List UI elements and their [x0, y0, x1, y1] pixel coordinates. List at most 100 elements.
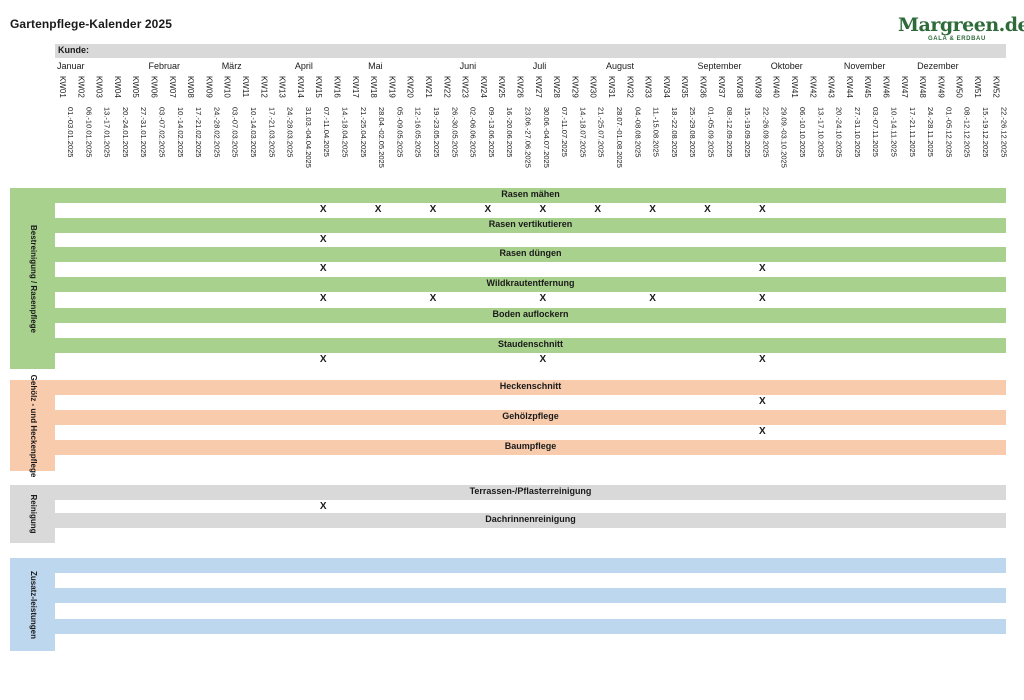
logo-wordmark: Margreen.de	[898, 14, 1024, 36]
week-number: KW19	[387, 76, 397, 98]
task-header-row: Gehölzpflege	[55, 410, 1006, 425]
week-column-header: KW33 11.-15.08.2025	[644, 76, 662, 186]
section-title: Reinigung	[28, 494, 38, 534]
week-column-header: KW35 25.-29.08.2025	[680, 76, 698, 186]
week-date-range: 10.-14.02.2025	[175, 107, 185, 158]
schedule-mark: X	[759, 204, 766, 215]
logo-tagline: GALA & ERDBAU	[928, 36, 986, 42]
brand-logo: Margreen.de GALA & ERDBAU	[898, 14, 1024, 46]
schedule-mark: X	[539, 204, 547, 215]
week-column-header: KW20 12.-16.05.2025	[406, 76, 424, 186]
schedule-mark: X	[539, 354, 547, 365]
week-date-range: 04.-08.08.2025	[633, 107, 643, 158]
week-number: KW23	[460, 76, 470, 98]
week-date-range: 24.-28.02.2025	[212, 107, 222, 158]
week-date-range: 28.07.-01.08.2025	[615, 107, 624, 168]
week-column-header: KW12 17.-21.03.2025	[259, 76, 277, 186]
week-date-range: 27.-31.10.2025	[852, 107, 862, 158]
week-column-header: KW09 24.-28.02.2025	[204, 76, 222, 186]
week-column-header: KW28 07.-11.07.2025	[552, 76, 570, 186]
week-column-header: KW44 27.-31.10.2025	[845, 76, 863, 186]
week-number: KW37	[716, 76, 726, 98]
week-column-header: KW04 20.-24.01.2025	[113, 76, 131, 186]
task-name: Heckenschnitt	[499, 381, 562, 391]
task-name: Gehölzpflege	[502, 411, 559, 421]
week-number: KW20	[405, 76, 415, 98]
week-column-header: KW48 24.-28.11.2025	[918, 76, 936, 186]
week-number: KW12	[259, 76, 269, 98]
week-date-range: 08.-12.09.2025	[724, 107, 734, 158]
task-name: Wildkrautentfernung	[486, 278, 575, 288]
week-number: KW01	[58, 76, 67, 98]
schedule-mark: X	[429, 204, 437, 215]
week-number: KW10	[222, 76, 232, 98]
week-number: KW07	[167, 76, 177, 98]
week-number: KW22	[442, 76, 452, 98]
month-label: November	[843, 61, 886, 71]
week-number: KW30	[588, 76, 598, 98]
week-column-header: KW11 10.-14.03.2025	[241, 76, 259, 186]
week-column-header: KW47 17.-21.11.2025	[900, 76, 918, 186]
week-date-range: 11.-15.08.2025	[651, 107, 661, 157]
week-column-header: KW36 01.-05.09.2025	[699, 76, 717, 186]
week-number: KW43	[826, 76, 836, 98]
week-number: KW18	[369, 76, 379, 98]
week-date-range: 14.-18.07.2025	[578, 107, 588, 158]
schedule-mark: X	[704, 204, 711, 215]
week-date-range: 01.-05.09.2025	[706, 107, 716, 158]
week-date-range: 24.-28.03.2025	[285, 107, 295, 158]
schedule-mark: X	[759, 396, 766, 407]
week-number: KW32	[625, 76, 635, 98]
week-column-header: KW02 06.-10.01.2025	[76, 76, 94, 186]
week-number: KW42	[808, 76, 818, 98]
week-date-range: 28.04.-02.05.2025	[377, 107, 387, 168]
week-column-header: KW01 01.-03.01.2025	[58, 76, 76, 186]
week-column-header: KW03 13.-17.01.2025	[95, 76, 113, 186]
week-column-header: KW39 22.-26.09.2025	[753, 76, 771, 186]
week-date-range: 17.-21.02.2025	[194, 107, 204, 158]
week-number: KW34	[661, 76, 671, 98]
task-name: Rasen mähen	[501, 189, 560, 199]
week-column-header: KW05 27.-31.01.2025	[131, 76, 149, 186]
week-date-range: 22.-26.12.2025	[999, 107, 1009, 158]
week-number: KW29	[570, 76, 580, 98]
week-number: KW03	[94, 76, 104, 98]
week-number: KW16	[332, 76, 342, 98]
month-label: Juli	[532, 61, 547, 71]
week-number: KW40	[771, 76, 781, 98]
month-label: Oktober	[770, 61, 803, 71]
week-column-header: KW38 15.-19.09.2025	[735, 76, 753, 186]
week-date-range: 10.-14.11.2025	[889, 107, 899, 157]
week-date-range: 21.-25.04.2025	[358, 107, 368, 158]
schedule-mark: X	[759, 263, 766, 274]
month-label: April	[294, 61, 313, 71]
week-column-header: KW27 30.06.-04.07.2025	[534, 76, 552, 186]
week-number: KW28	[552, 76, 562, 98]
section-label-3: Reinigung	[10, 485, 55, 543]
month-label: September	[697, 61, 742, 71]
week-number: KW27	[533, 76, 543, 98]
week-column-header: KW43 20.-24.10.2025	[827, 76, 845, 186]
schedule-mark: X	[759, 293, 766, 304]
section-label-4: Zusatz-leistungen	[10, 558, 55, 651]
week-number: KW39	[753, 76, 763, 98]
schedule-mark: X	[649, 293, 656, 304]
week-number: KW21	[424, 76, 433, 98]
week-column-header: KW31 28.07.-01.08.2025	[607, 76, 625, 186]
week-column-header: KW14 31.03.-04.04.2025	[296, 76, 314, 186]
section-label-1: Bestreinigung / Rasenpflege	[10, 188, 55, 369]
week-column-header: KW46 10.-14.11.2025	[882, 76, 900, 186]
week-number: KW17	[350, 76, 360, 98]
month-label: Juni	[459, 61, 477, 71]
section-title: Bestreinigung / Rasenpflege	[28, 224, 38, 333]
week-column-header: KW15 07.-11.04.2025	[314, 76, 332, 186]
week-number: KW02	[76, 76, 86, 98]
task-name: Baumpflege	[504, 441, 557, 451]
week-column-header: KW42 13.-17.10.2025	[808, 76, 826, 186]
schedule-mark: X	[319, 263, 327, 274]
week-date-range: 03.-07.11.2025	[871, 107, 881, 157]
week-date-range: 09.-13.06.2025	[486, 107, 496, 158]
customer-field[interactable]: Kunde:	[55, 44, 1006, 58]
schedule-mark: X	[319, 501, 327, 512]
task-header-row: Boden auflockern	[55, 308, 1006, 323]
